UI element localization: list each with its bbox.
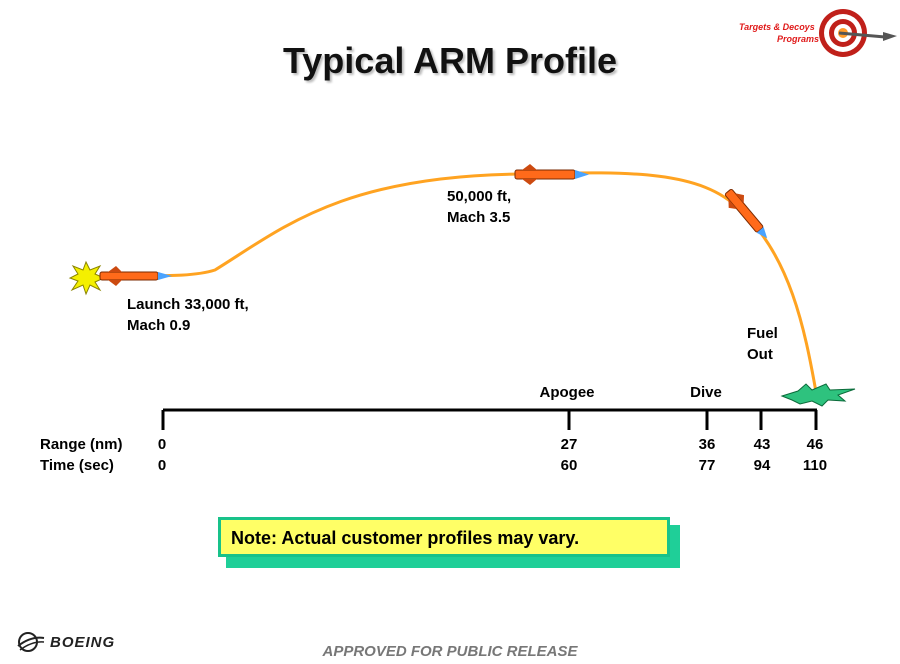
boeing-logo: BOEING xyxy=(16,630,115,654)
fuel-out-label: Fuel Out xyxy=(747,323,778,365)
range-tick-value: 0 xyxy=(157,436,167,453)
apogee-label: Apogee xyxy=(539,384,595,401)
fuel-out-line2: Out xyxy=(747,346,773,363)
apogee-altitude-label: 50,000 ft, Mach 3.5 xyxy=(447,186,511,228)
launch-label: Launch 33,000 ft, Mach 0.9 xyxy=(127,294,249,336)
dive-missile-icon xyxy=(724,188,768,239)
note-box: Note: Actual customer profiles may vary. xyxy=(218,517,670,557)
corner-logo-line1: Targets & Decoys xyxy=(739,22,815,32)
launch-missile-icon xyxy=(99,266,172,286)
fuel-out-line1: Fuel xyxy=(747,325,778,342)
time-tick-value: 94 xyxy=(753,457,771,474)
range-axis-label: Range (nm) xyxy=(40,436,123,453)
launch-flash-icon xyxy=(68,260,106,296)
range-tick-value: 43 xyxy=(753,436,771,453)
time-tick-value: 0 xyxy=(157,457,167,474)
impact-flash-icon xyxy=(780,383,856,407)
approval-footer: APPROVED FOR PUBLIC RELEASE xyxy=(322,643,578,660)
boeing-wordmark: BOEING xyxy=(50,633,116,651)
range-tick-value: 36 xyxy=(698,436,716,453)
apogee-altitude-line2: Mach 3.5 xyxy=(447,209,511,226)
launch-label-line1: Launch 33,000 ft, xyxy=(127,296,249,313)
page-title: Typical ARM Profile xyxy=(282,40,618,81)
dive-label: Dive xyxy=(690,384,722,401)
time-tick-value: 110 xyxy=(802,457,828,474)
corner-logo-line2: Programs xyxy=(777,34,819,44)
time-tick-value: 77 xyxy=(698,457,716,474)
targets-decoys-logo: Targets & Decoys Programs xyxy=(735,0,900,75)
apogee-altitude-line1: 50,000 ft, xyxy=(447,188,512,205)
launch-label-line2: Mach 0.9 xyxy=(127,317,191,334)
time-tick-value: 60 xyxy=(560,457,578,474)
boeing-symbol-icon xyxy=(17,632,45,652)
range-tick-value: 46 xyxy=(806,436,824,453)
range-tick-value: 27 xyxy=(560,436,578,453)
apogee-missile-icon xyxy=(514,164,589,185)
time-axis-label: Time (sec) xyxy=(40,457,114,474)
